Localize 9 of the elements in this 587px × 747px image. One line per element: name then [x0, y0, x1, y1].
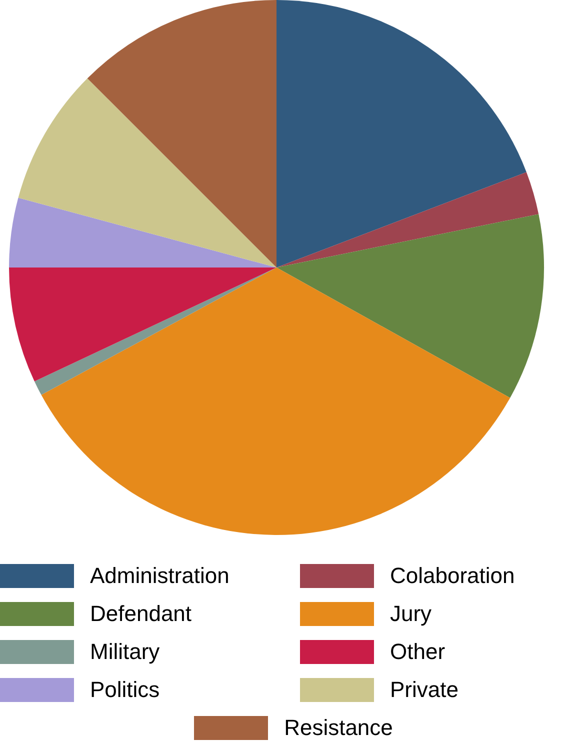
legend-label: Defendant: [90, 601, 192, 627]
legend-label: Administration: [90, 563, 230, 589]
legend-label: Resistance: [284, 715, 393, 741]
legend-label: Private: [390, 677, 458, 703]
legend-label: Jury: [390, 601, 432, 627]
legend-label: Colaboration: [390, 563, 515, 589]
legend-label: Military: [90, 639, 160, 665]
legend-label: Politics: [90, 677, 160, 703]
legend-label: Other: [390, 639, 446, 665]
